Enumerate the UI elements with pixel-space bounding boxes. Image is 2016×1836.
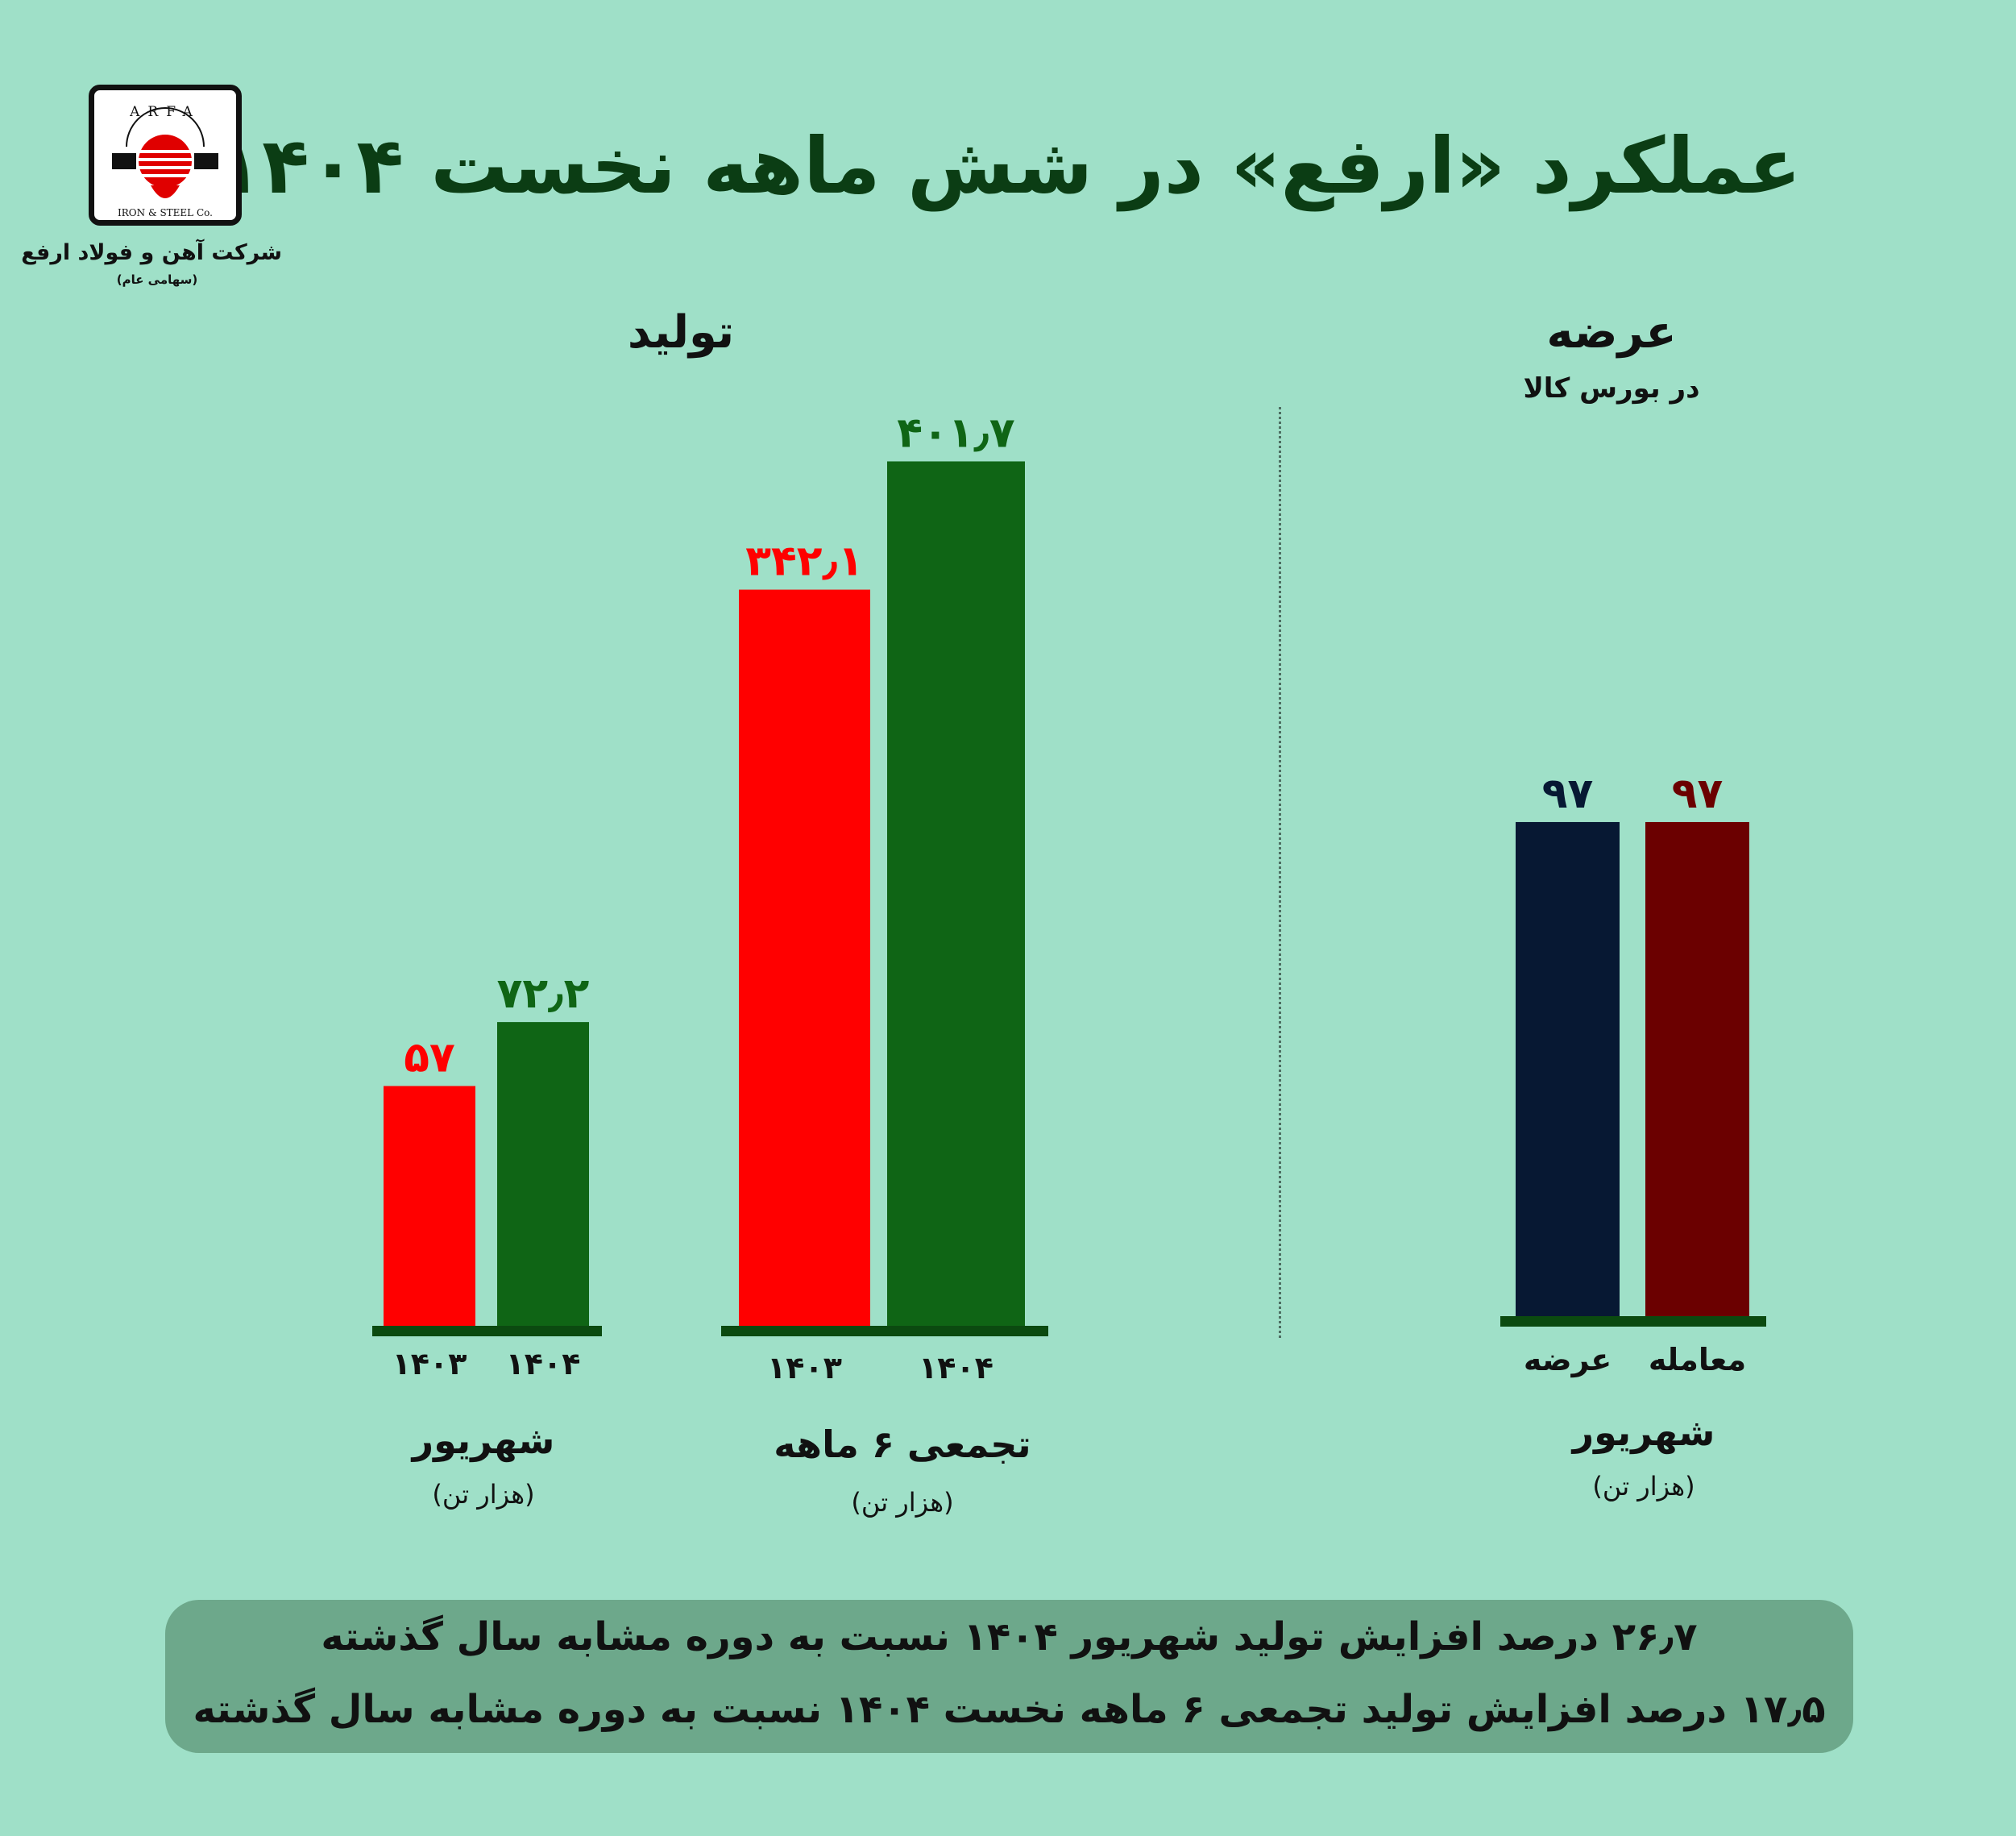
page-title: عملکرد «ارفع» در شش ماهه نخست ۱۴۰۴: [214, 121, 1802, 211]
category-label-0-0: ۱۴۰۳: [392, 1346, 467, 1381]
summary-box: [165, 1600, 1853, 1753]
group-label-cumulative-production: تجمعی ۶ ماهه: [774, 1423, 1031, 1466]
bar-1-1: [887, 461, 1025, 1327]
value-label-1-1: ۴۰۱٫۷: [897, 409, 1014, 457]
baseline-0: [372, 1326, 602, 1336]
arfa-logo-icon: ARFA IRON & STEEL Co.: [112, 104, 218, 218]
category-label-1-0: ۱۴۰۳: [767, 1350, 842, 1385]
baseline-2: [1500, 1316, 1766, 1327]
bar-2-0: [1516, 821, 1620, 1316]
value-label-2-1: ۹۷: [1672, 770, 1723, 818]
unit-label-shahrivar-supply: (هزار تن): [1592, 1471, 1695, 1502]
baseline-1: [721, 1326, 1048, 1336]
category-label-2-1: معامله: [1649, 1342, 1746, 1377]
group-label-shahrivar-production: شهریور: [412, 1419, 555, 1462]
unit-label-shahrivar-production: (هزار تن): [432, 1479, 535, 1510]
value-label-0-1: ۷۲٫۲: [497, 970, 590, 1018]
logo-tagline-text: IRON & STEEL Co.: [118, 207, 213, 218]
unit-label-cumulative-production: (هزار تن): [851, 1487, 954, 1518]
company-type: (سهامی عام): [116, 272, 198, 287]
group-label-shahrivar-supply: شهریور: [1572, 1410, 1715, 1454]
bar-0-1: [497, 1022, 589, 1326]
bar-1-0: [739, 589, 870, 1326]
category-label-0-1: ۱۴۰۴: [506, 1346, 581, 1381]
supply-section-subtitle: در بورس کالا: [1523, 372, 1700, 405]
bar-charts: ۵۷ ۱۴۰۳ ۷۲٫۲ ۱۴۰۴ ۳۴۲٫۱ ۱۴۰۳ ۴۰۱٫۷ ۱۴۰۴ ۹۷ عرضه ۹۷…: [372, 409, 1766, 1385]
value-label-0-0: ۵۷: [404, 1033, 454, 1082]
production-section-title: تولید: [627, 306, 735, 359]
company-name: شرکت آهن و فولاد ارفع: [21, 240, 282, 265]
summary-line-monthly: ۲۶٫۷ درصد افزایش تولید شهریور ۱۴۰۴ نسبت …: [321, 1614, 1698, 1659]
category-label-1-1: ۱۴۰۴: [919, 1350, 993, 1385]
value-label-1-0: ۳۴۲٫۱: [745, 538, 863, 586]
category-label-2-0: عرضه: [1524, 1342, 1612, 1377]
section-divider: [1279, 407, 1281, 1338]
company-logo: ARFA IRON & STEEL Co.: [89, 85, 242, 226]
supply-section-title: عرضه: [1546, 306, 1677, 359]
logo-brand-text: ARFA: [129, 104, 201, 120]
bar-2-1: [1645, 821, 1749, 1316]
summary-line-cumulative: ۱۷٫۵ درصد افزایش تولید تجمعی ۶ ماهه نخست…: [193, 1687, 1826, 1732]
bar-0-0: [384, 1086, 475, 1326]
value-label-2-0: ۹۷: [1542, 770, 1593, 818]
